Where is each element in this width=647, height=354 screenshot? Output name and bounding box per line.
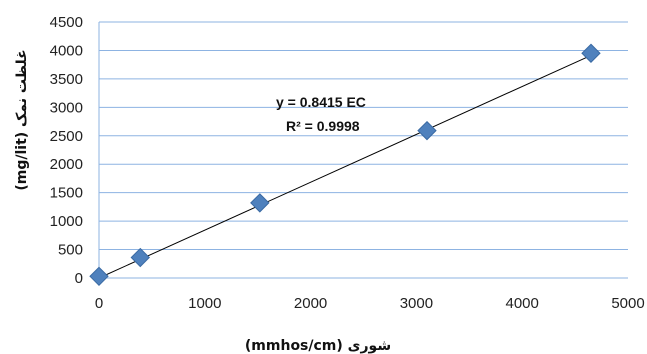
- trendline-r2: R² = 0.9998: [286, 118, 360, 134]
- y-tick-label: 1500: [50, 185, 83, 202]
- data-point: [130, 247, 150, 268]
- x-tick-label: 3000: [400, 295, 433, 312]
- trendline-path: [98, 54, 592, 279]
- data-point: [417, 120, 437, 141]
- y-tick-labels: 0 500 1000 1500 2000 2500 3000 3500 4000 4500: [50, 14, 83, 287]
- data-point: [89, 266, 109, 287]
- x-tick-labels: 0 1000 2000 3000 4000 5000: [95, 295, 645, 312]
- y-tick-label: 4500: [50, 14, 83, 31]
- data-points: [89, 43, 601, 287]
- x-tick-label: 1000: [188, 295, 221, 312]
- trendline-equation: y = 0.8415 EC: [276, 94, 366, 110]
- y-tick-label: 500: [58, 242, 83, 259]
- y-tick-label: 4000: [50, 42, 83, 59]
- x-tick-label: 2000: [294, 295, 327, 312]
- grid-lines: [99, 21, 628, 251]
- y-tick-label: 0: [75, 270, 83, 287]
- y-tick-label: 3000: [50, 99, 83, 116]
- trendline: [98, 54, 592, 279]
- axes: [98, 22, 628, 279]
- y-tick-label: 2500: [50, 128, 83, 145]
- data-point: [581, 43, 601, 63]
- y-tick-label: 3500: [50, 71, 83, 88]
- data-point: [250, 193, 270, 213]
- y-tick-label: 2000: [50, 156, 83, 173]
- x-axis-label: شوری (mmhos/cm): [245, 338, 391, 354]
- x-tick-label: 4000: [506, 295, 539, 312]
- x-tick-label: 0: [95, 295, 103, 312]
- y-tick-label: 1000: [50, 213, 83, 230]
- y-axis-label: غلظت نمک (mg/lit): [14, 49, 30, 190]
- x-tick-label: 5000: [611, 295, 644, 312]
